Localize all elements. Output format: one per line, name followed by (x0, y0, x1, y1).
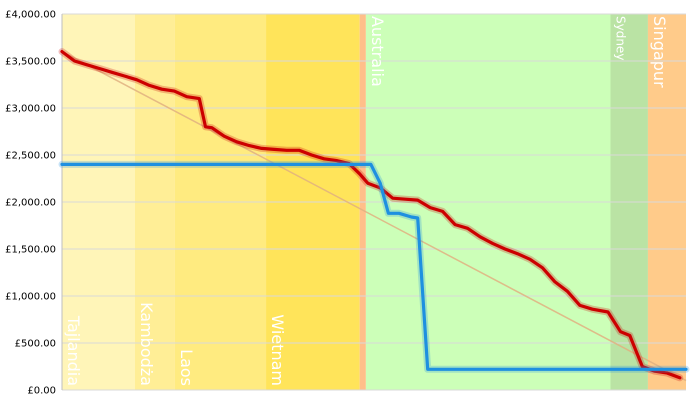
series-line-2 (61, 50, 687, 382)
y-tick-label-7: £3,500.00 (5, 57, 56, 68)
series-line-1 (60, 162, 688, 371)
series-lines (58, 48, 690, 382)
horizontal-gridlines (61, 13, 686, 391)
region-label-1: Kambodża (137, 302, 156, 386)
series-line-0 (60, 49, 682, 380)
region-labels: Tajlandia Kambodża Laos Wietnam Australia Syd… (64, 16, 669, 386)
y-tick-label-3: £1,500.00 (5, 245, 56, 256)
region-label-3: Wietnam (268, 314, 287, 386)
y-tick-label-0: £0.00 (27, 386, 56, 397)
region-label-7: Singapur (650, 16, 669, 88)
y-tick-label-5: £2,500.00 (5, 151, 56, 162)
region-label-6: Sydney (613, 16, 627, 60)
region-label-5: Australia (368, 16, 387, 87)
y-tick-label-1: £500.00 (15, 339, 56, 350)
region-label-2: Laos (177, 349, 196, 386)
y-tick-label-2: £1,000.00 (5, 292, 56, 303)
y-tick-label-8: £4,000.00 (5, 10, 56, 21)
region-label-0: Tajlandia (64, 315, 83, 386)
y-axis-tick-labels: £0.00 £500.00 £1,000.00 £1,500.00 £2,000.00 £… (5, 10, 56, 397)
y-tick-label-4: £2,000.00 (5, 198, 56, 209)
y-tick-label-6: £3,000.00 (5, 104, 56, 115)
